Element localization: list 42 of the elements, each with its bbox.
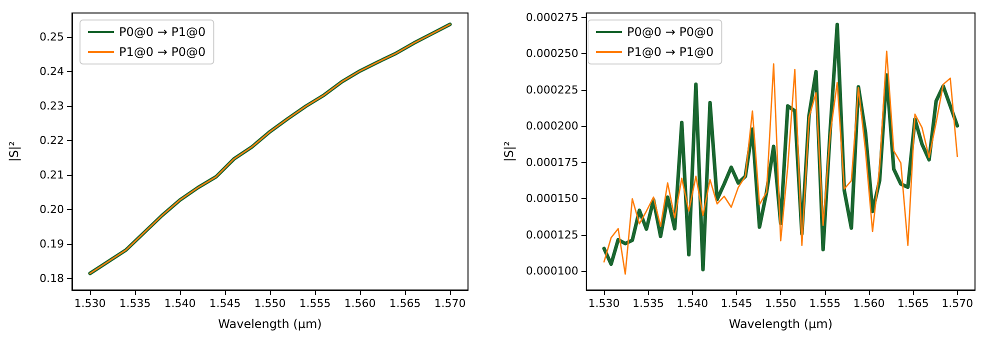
y-tick-label: 0.000150	[526, 192, 578, 206]
x-tick-label: 1.540	[164, 297, 196, 310]
y-tick-label: 0.000100	[526, 264, 578, 278]
x-tick-label: 1.535	[632, 297, 664, 310]
x-tick-label: 1.540	[676, 297, 708, 310]
x-tick-label: 1.545	[209, 297, 241, 310]
x-tick-label: 1.570	[434, 297, 466, 310]
x-tick-label: 1.555	[299, 297, 331, 310]
y-tick-label: 0.000250	[526, 47, 578, 60]
x-tick-label: 1.560	[853, 297, 885, 310]
y-axis-title: |S|²	[502, 141, 516, 162]
y-tick-label: 0.000200	[526, 120, 578, 133]
x-tick-label: 1.555	[809, 297, 841, 310]
y-tick-label: 0.22	[40, 134, 64, 148]
y-tick-label: 0.20	[40, 203, 64, 216]
x-tick-label: 1.565	[389, 297, 421, 310]
x-tick-label: 1.530	[74, 297, 106, 310]
y-tick-label: 0.000125	[526, 228, 578, 242]
x-tick-label: 1.550	[254, 297, 286, 310]
x-tick-label: 1.565	[897, 297, 929, 310]
legend-label: P1@0 → P1@0	[627, 45, 714, 59]
y-tick-label: 0.18	[40, 272, 64, 286]
legend-label: P0@0 → P1@0	[119, 25, 206, 39]
x-axis-title: Wavelength (µm)	[218, 317, 322, 331]
y-tick-label: 0.000225	[526, 83, 578, 96]
x-tick-label: 1.550	[764, 297, 796, 310]
y-tick-label: 0.19	[40, 238, 64, 251]
x-tick-label: 1.545	[720, 297, 752, 310]
x-tick-label: 1.535	[119, 297, 151, 310]
y-tick-label: 0.24	[40, 65, 64, 78]
y-tick-label: 0.21	[40, 168, 64, 182]
y-tick-label: 0.000175	[526, 156, 578, 169]
legend-label: P1@0 → P0@0	[119, 45, 206, 59]
y-axis-title: |S|²	[7, 141, 21, 162]
y-tick-label: 0.25	[40, 30, 64, 44]
y-tick-label: 0.000275	[526, 10, 578, 24]
legend-label: P0@0 → P0@0	[627, 25, 714, 39]
x-tick-label: 1.560	[344, 297, 376, 310]
x-axis-title: Wavelength (µm)	[728, 317, 833, 331]
x-tick-label: 1.570	[942, 297, 974, 310]
x-tick-label: 1.530	[588, 297, 620, 310]
y-tick-label: 0.23	[40, 100, 64, 113]
